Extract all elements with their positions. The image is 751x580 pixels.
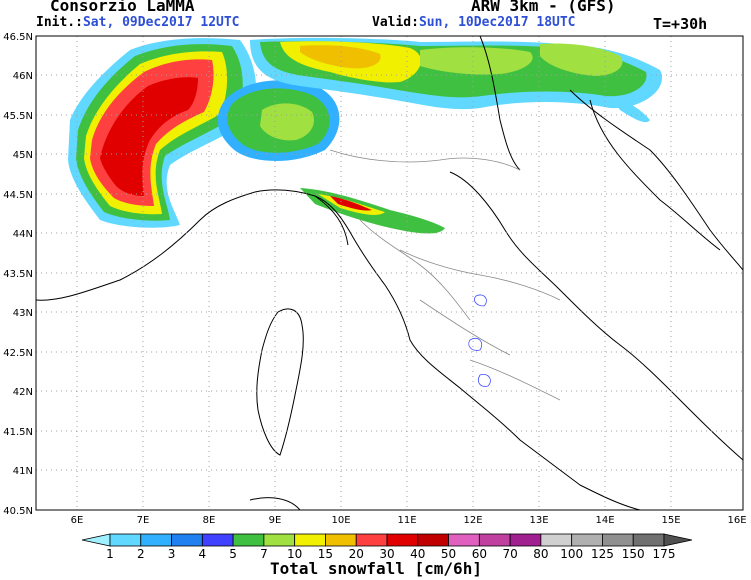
colorbar-swatch — [109, 533, 142, 547]
colorbar-level-label: 15 — [318, 547, 333, 561]
snowfall-contours — [468, 294, 491, 387]
colorbar-level-label: 5 — [229, 547, 237, 561]
lon-label: 12E — [463, 515, 482, 526]
admin-borders — [329, 149, 561, 401]
lat-label: 42N — [13, 387, 33, 398]
colorbar-swatch — [448, 533, 480, 547]
init-label: Init.: — [36, 15, 83, 30]
colorbar-level-label: 1 — [106, 547, 114, 561]
lat-label: 41N — [13, 466, 33, 477]
colorbar-swatch — [663, 533, 693, 547]
colorbar-level-label: 80 — [533, 547, 548, 561]
colorbar-swatch — [602, 533, 634, 547]
colorbar — [81, 533, 693, 547]
colorbar-level-label: 100 — [560, 547, 583, 561]
colorbar-swatch — [478, 533, 511, 547]
lat-label: 41.5N — [3, 427, 33, 438]
colorbar-swatch — [509, 533, 542, 547]
lat-label: 45N — [13, 150, 33, 161]
colorbar-level-label: 150 — [622, 547, 645, 561]
lon-label: 11E — [397, 515, 416, 526]
colorbar-level-label: 4 — [199, 547, 207, 561]
lon-label: 14E — [595, 515, 614, 526]
colorbar-swatch — [386, 533, 419, 547]
model-title: ARW 3km - (GFS) — [471, 0, 616, 15]
colorbar-level-label: 10 — [287, 547, 302, 561]
colorbar-swatch — [171, 533, 203, 547]
lat-label: 45.5N — [3, 111, 33, 122]
valid-label: Valid: — [372, 15, 419, 30]
lat-label: 46N — [13, 71, 33, 82]
colorbar-swatch — [81, 533, 111, 547]
colorbar-swatch — [232, 533, 265, 547]
colorbar-swatch — [263, 533, 296, 547]
org-title: Consorzio LaMMA — [50, 0, 195, 15]
graticule — [36, 36, 743, 510]
colorbar-level-label: 40 — [410, 547, 425, 561]
lon-label: 15E — [661, 515, 680, 526]
colorbar-swatch — [417, 533, 449, 547]
lat-label: 43.5N — [3, 269, 33, 280]
colorbar-swatch — [294, 533, 326, 547]
snowfall-field — [68, 37, 662, 234]
colorbar-level-label: 2 — [137, 547, 145, 561]
colorbar-level-label: 60 — [472, 547, 487, 561]
lon-label: 9E — [269, 515, 282, 526]
lat-label: 46.5N — [3, 32, 33, 43]
lat-label: 44.5N — [3, 190, 33, 201]
forecast-step: T=+30h — [653, 15, 708, 33]
colorbar-level-label: 175 — [653, 547, 676, 561]
valid-value: Sun, 10Dec2017 18UTC — [418, 15, 576, 30]
colorbar-level-label: 30 — [379, 547, 394, 561]
colorbar-swatch — [571, 533, 603, 547]
valid-time: Valid:Sun, 10Dec2017 18UTC — [372, 15, 576, 30]
colorbar-swatch — [201, 533, 234, 547]
colorbar-title: Total snowfall [cm/6h] — [270, 559, 482, 578]
colorbar-labels: 1 2 3 4 5 7 10 15 20 30 40 50 60 70 80 100 125 150 175 — [106, 547, 675, 561]
lon-axis: 6E 7E 8E 9E 10E 11E 12E 13E 14E 15E 16E — [71, 515, 747, 526]
colorbar-swatch — [140, 533, 172, 547]
colorbar-swatch — [632, 533, 665, 547]
init-time: Init.:Sat, 09Dec2017 12UTC — [36, 15, 240, 30]
lat-label: 42.5N — [3, 348, 33, 359]
lon-label: 8E — [203, 515, 216, 526]
lon-label: 13E — [529, 515, 548, 526]
colorbar-level-label: 3 — [168, 547, 176, 561]
lon-label: 16E — [727, 515, 746, 526]
colorbar-swatch — [540, 533, 573, 547]
lat-label: 44N — [13, 229, 33, 240]
map-frame — [35, 35, 744, 511]
colorbar-level-label: 70 — [502, 547, 517, 561]
lat-label: 43N — [13, 308, 33, 319]
lat-axis: 46.5N 46N 45.5N 45N 44.5N 44N 43.5N 43N … — [3, 32, 33, 517]
colorbar-swatch — [355, 533, 388, 547]
colorbar-level-label: 50 — [441, 547, 456, 561]
lon-label: 7E — [137, 515, 150, 526]
init-value: Sat, 09Dec2017 12UTC — [82, 15, 240, 30]
colorbar-level-label: 125 — [591, 547, 614, 561]
coastline — [36, 36, 743, 510]
colorbar-level-label: 20 — [349, 547, 364, 561]
lat-label: 40.5N — [3, 506, 33, 517]
lon-label: 6E — [71, 515, 84, 526]
colorbar-swatch — [325, 533, 357, 547]
lon-label: 10E — [331, 515, 350, 526]
colorbar-level-label: 7 — [260, 547, 268, 561]
